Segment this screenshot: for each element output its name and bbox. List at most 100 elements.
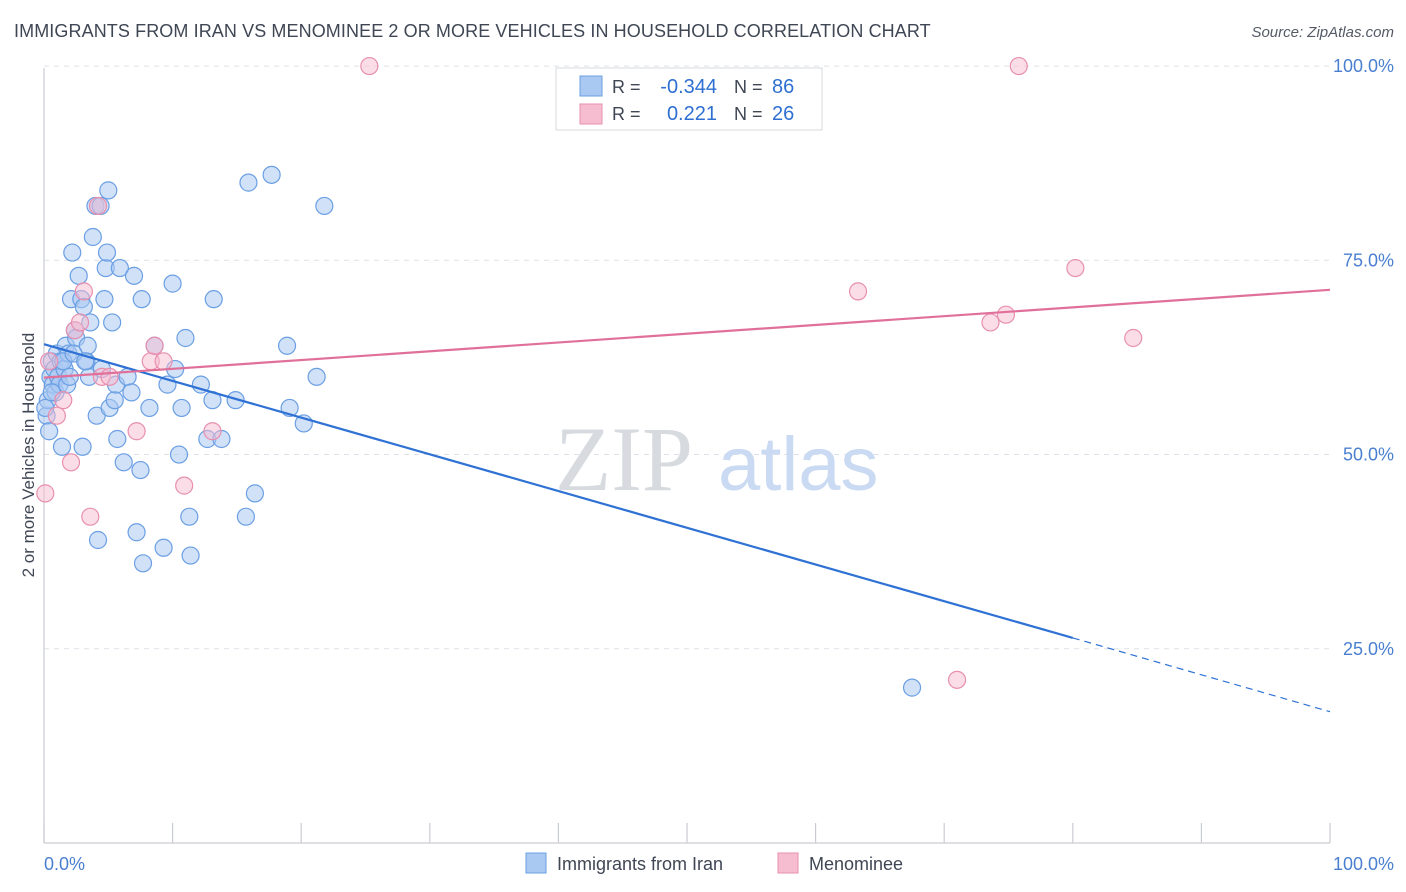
data-point-menominee [947,670,967,689]
legend-n-value-1: 86 [772,76,794,98]
data-point-iran [99,181,118,200]
data-point-iran [95,290,114,309]
data-point-menominee [61,453,81,472]
data-point-iran [204,290,223,309]
bottom-legend-swatch-iran [525,852,547,874]
y-axis-label: 2 or more Vehicles in Household [19,333,38,578]
y-tick-label: 25.0% [1343,639,1394,659]
data-point-menominee [154,352,173,371]
watermark-zip: ZIP [555,408,693,510]
data-point-menominee [1066,258,1085,278]
watermark: ZIP atlas [555,408,879,510]
data-point-iran [63,243,82,262]
data-point-iran [40,422,59,441]
x-axis-ticks [43,823,1331,843]
data-point-menominee [127,422,146,441]
data-point-iran [154,538,173,557]
data-point-iran [73,437,92,456]
trend-line-iran [43,343,1074,639]
series-legend: Immigrants from Iran Menominee [525,852,903,874]
data-point-menominee [175,476,194,495]
data-point-iran [105,391,124,410]
data-point-menominee [145,336,164,355]
legend-n-label-1: N = [734,77,763,97]
source-credit: Source: ZipAtlas.com [1251,24,1394,41]
bottom-legend-swatch-menominee [777,852,799,874]
data-point-iran [180,507,199,526]
data-point-iran [307,367,326,386]
legend-r-value-2: 0.221 [667,103,717,125]
data-point-iran [181,546,200,565]
x-tick-label-max: 100.0% [1333,854,1394,874]
data-point-menominee [47,406,66,425]
data-point-iran [110,258,129,278]
data-point-menominee [203,422,222,441]
y-tick-labels: 25.0% 50.0% 75.0% 100.0% [1333,56,1394,659]
trend-line-iran-extension [1072,637,1331,713]
legend-swatch-iran [579,75,603,97]
data-point-iran [88,530,108,550]
data-point-iran [108,429,127,449]
bottom-legend-label-iran: Immigrants from Iran [557,854,723,874]
bottom-legend-label-menominee: Menominee [809,854,903,874]
legend-r-value-1: -0.344 [660,76,717,98]
data-point-iran [172,398,191,418]
data-point-iran [114,453,133,472]
data-point-menominee [70,313,90,332]
data-point-menominee [36,484,55,503]
data-point-iran [245,484,265,503]
data-point-menominee [40,352,59,371]
data-point-menominee [1009,56,1028,76]
correlation-legend: R = -0.344 N = 86 R = 0.221 N = 26 [555,67,823,131]
data-point-iran [122,383,141,402]
data-point-iran [103,313,122,332]
grid-lines [44,65,1330,650]
series-menominee-points [36,56,1143,689]
trend-lines [43,288,1331,713]
data-point-iran [124,266,144,285]
data-point-iran [262,165,281,184]
data-point-menominee [81,507,100,526]
data-point-menominee [996,305,1016,324]
data-point-menominee [981,313,1000,332]
y-tick-label: 75.0% [1343,250,1394,270]
data-point-iran [97,243,117,262]
data-point-iran [239,173,258,192]
data-point-iran [902,678,922,697]
data-point-iran [133,554,153,573]
watermark-atlas: atlas [718,422,879,507]
legend-r-label-1: R = [612,77,641,97]
data-point-iran [169,445,189,464]
data-point-iran [83,227,102,247]
data-point-iran [127,523,146,542]
data-point-menominee [848,282,868,301]
data-point-iran [69,266,88,285]
legend-n-value-2: 26 [772,103,794,125]
data-point-menominee [360,56,379,76]
data-point-menominee [88,196,108,216]
data-point-iran [132,290,151,309]
legend-swatch-menominee [579,103,603,125]
data-point-iran [131,460,150,480]
data-point-iran [176,328,195,348]
x-tick-label-min: 0.0% [44,854,85,874]
data-point-menominee [74,282,93,301]
chart-title: IMMIGRANTS FROM IRAN VS MENOMINEE 2 OR M… [14,21,931,41]
data-point-menominee [54,391,73,410]
data-point-menominee [1124,328,1143,348]
data-point-menominee [100,367,119,386]
legend-n-label-2: N = [734,104,763,124]
data-point-iran [236,507,256,526]
data-point-iran [74,297,93,317]
data-point-iran [315,196,334,216]
legend-r-label-2: R = [612,104,641,124]
data-point-iran [52,437,72,456]
y-tick-label: 100.0% [1333,56,1394,76]
trend-line-menominee [43,288,1331,379]
y-tick-label: 50.0% [1343,445,1394,465]
data-point-iran [163,274,182,293]
data-point-iran [226,391,245,410]
data-point-iran [277,336,297,355]
data-point-iran [140,398,159,418]
